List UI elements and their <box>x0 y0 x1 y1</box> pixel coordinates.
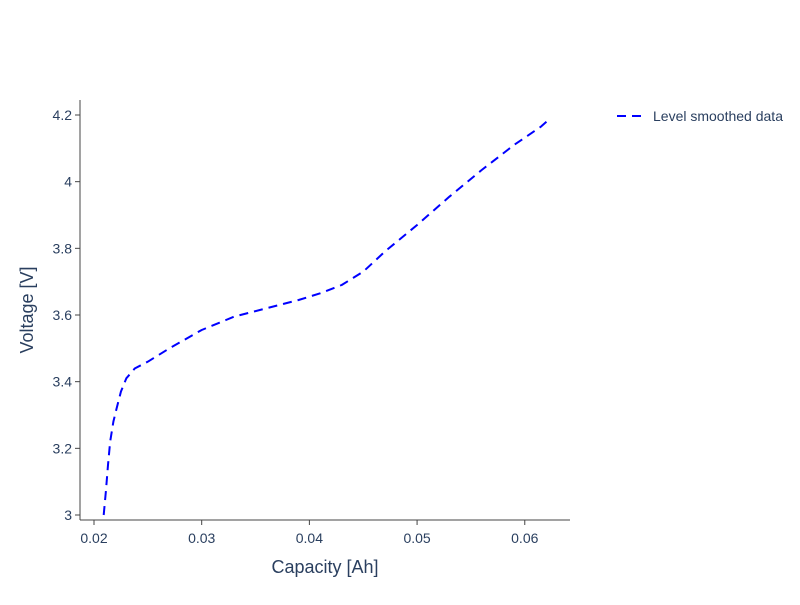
series-layer <box>102 119 550 516</box>
y-tick-label: 3 <box>64 507 72 523</box>
x-tick-label: 0.02 <box>80 530 107 546</box>
x-tick-label: 0.05 <box>403 530 430 546</box>
y-tick-label: 4.2 <box>53 107 73 123</box>
ticks: 0.02 0.03 0.04 0.05 0.06 3 3.2 3.4 3.6 3.8 4 4.2 <box>53 107 539 546</box>
y-tick-label: 3.8 <box>53 240 73 256</box>
y-tick-label: 3.4 <box>53 374 73 390</box>
x-tick-label: 0.04 <box>296 530 323 546</box>
legend[interactable]: Level smoothed data <box>617 108 783 124</box>
x-tick-label: 0.06 <box>511 530 538 546</box>
y-tick-label: 3.2 <box>53 440 73 456</box>
x-tick-label: 0.03 <box>188 530 215 546</box>
series-line-level-smoothed-data <box>102 119 550 516</box>
axes <box>79 100 570 521</box>
x-axis-title: Capacity [Ah] <box>271 557 378 577</box>
y-tick-label: 4 <box>64 174 72 190</box>
legend-item-label: Level smoothed data <box>653 108 783 124</box>
y-tick-label: 3.6 <box>53 307 73 323</box>
y-axis-title: Voltage [V] <box>17 266 37 353</box>
